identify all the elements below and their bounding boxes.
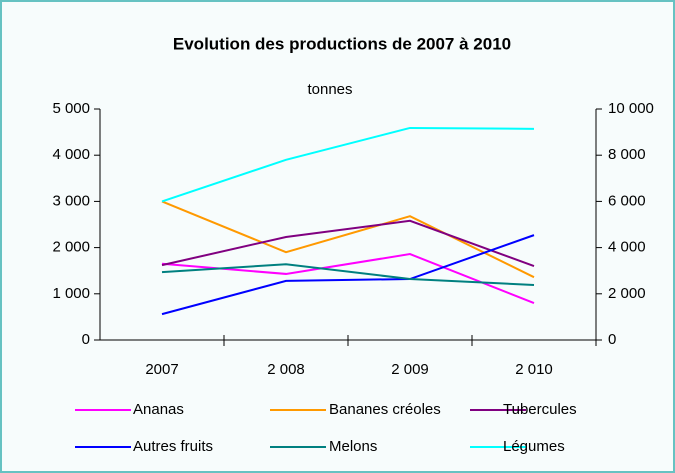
series-line [161,219,535,268]
x-tick-label: 2 008 [267,361,305,378]
series-line [161,126,535,203]
x-tick-label: 2007 [145,361,178,378]
y2-tick-label: 6 000 [608,192,646,209]
y-tick-label: 0 [82,331,90,348]
y-tick-label: 3 000 [52,192,90,209]
series-line [161,200,535,279]
y-tick-label: 2 000 [52,239,90,256]
chart-subtitle: tonnes [307,81,352,98]
y-tick-label: 1 000 [52,285,90,302]
legend-label: Tubercules [503,401,577,418]
y-tick-label: 5 000 [52,100,90,117]
y2-tick-label: 8 000 [608,146,646,163]
legend-label: Autres fruits [133,438,213,455]
series-line [161,234,535,316]
legend-label: Melons [329,438,377,455]
y2-tick-label: 10 000 [608,100,654,117]
x-tick-label: 2 010 [515,361,553,378]
y2-tick-label: 0 [608,331,616,348]
legend-label: Légumes [503,438,565,455]
y2-tick-label: 2 000 [608,285,646,302]
y-tick-label: 4 000 [52,146,90,163]
chart-title: Evolution des productions de 2007 à 2010 [173,34,511,53]
legend-label: Bananes créoles [329,401,441,418]
y2-tick-label: 4 000 [608,239,646,256]
legend-label: Ananas [133,401,184,418]
x-tick-label: 2 009 [391,361,429,378]
series-line [161,263,535,287]
